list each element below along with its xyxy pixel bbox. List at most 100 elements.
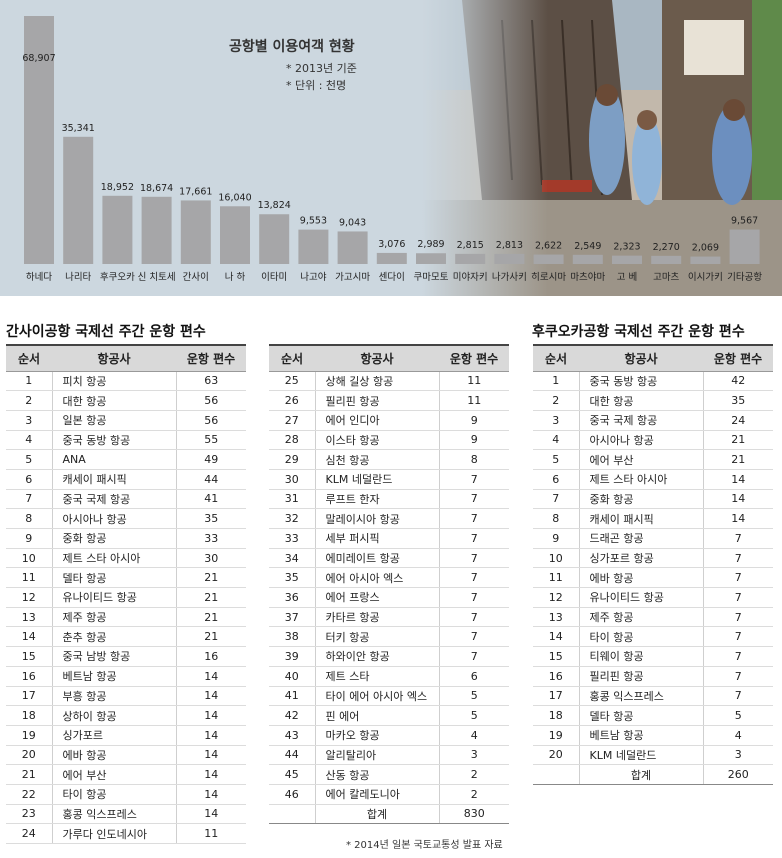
airline-cell: 에바 항공 — [51, 745, 177, 766]
category-label: 히로시마 — [531, 272, 566, 283]
table-row: 4 중국 동방 항공 55 — [6, 430, 246, 451]
airline-cell: 하와이안 항공 — [314, 646, 440, 667]
table-row: 12 유나이티드 항공 7 — [533, 587, 773, 608]
flights-cell: 7 — [703, 528, 773, 549]
flights-cell: 7 — [439, 567, 509, 589]
airline-cell: 델타 항공 — [51, 567, 177, 589]
rank-cell: 27 — [269, 410, 315, 431]
flights-cell: 21 — [176, 567, 246, 589]
value-label: 2,549 — [574, 241, 601, 252]
flights-cell: 41 — [176, 489, 246, 510]
airline-cell: 유나이티드 항공 — [51, 587, 177, 608]
rank-cell: 9 — [6, 528, 52, 549]
flights-cell: 7 — [703, 548, 773, 569]
airline-cell: 핀 에어 — [314, 705, 440, 726]
rank-cell: 8 — [6, 508, 52, 529]
rank-cell: 3 — [533, 410, 579, 431]
bar — [63, 136, 94, 264]
bar — [533, 254, 564, 264]
category-label: 간사이 — [183, 272, 209, 283]
airline-cell: 베트남 항공 — [578, 725, 704, 746]
airline-cell: 홍콩 익스프레스 — [578, 686, 704, 707]
rank-cell: 33 — [269, 528, 315, 549]
flights-cell: 21 — [176, 626, 246, 648]
rank-cell: 4 — [533, 430, 579, 451]
flights-cell: 9 — [439, 430, 509, 451]
header-airline: 항공사 — [315, 344, 439, 372]
flights-cell: 14 — [176, 666, 246, 687]
rank-cell: 7 — [533, 489, 579, 510]
flights-cell: 7 — [703, 587, 773, 608]
value-label: 2,622 — [535, 241, 562, 252]
table-row: 7 중국 국제 항공 41 — [6, 489, 246, 510]
header-flights: 운항 편수 — [703, 344, 773, 372]
flights-cell: 56 — [176, 410, 246, 431]
rank-cell: 31 — [269, 489, 315, 510]
flights-cell: 9 — [439, 410, 509, 431]
table-row: 11 델타 항공 21 — [6, 567, 246, 589]
airline-cell: 카타르 항공 — [314, 607, 440, 628]
flights-cell: 24 — [703, 410, 773, 431]
flights-cell: 33 — [176, 528, 246, 549]
airline-cell: 중국 국제 항공 — [51, 489, 177, 510]
header-rank: 순서 — [6, 344, 52, 372]
table-row: 8 캐세이 패시픽 14 — [533, 508, 773, 529]
table-row: 15 중국 남방 항공 16 — [6, 646, 246, 667]
flights-cell: 5 — [439, 705, 509, 726]
rank-cell: 1 — [533, 371, 579, 392]
table-row: 33 세부 퍼시픽 7 — [269, 528, 509, 549]
airline-cell: 싱가포르 — [51, 725, 177, 746]
header-airline: 항공사 — [52, 344, 176, 372]
rank-cell: 38 — [269, 626, 315, 648]
rank-cell: 14 — [6, 626, 52, 648]
table-row: 1 피치 항공 63 — [6, 371, 246, 392]
rank-cell: 15 — [6, 646, 52, 667]
flights-cell: 14 — [703, 469, 773, 490]
rank-cell: 37 — [269, 607, 315, 628]
table-row: 3 중국 국제 항공 24 — [533, 410, 773, 431]
rank-cell: 34 — [269, 548, 315, 569]
value-label: 2,813 — [496, 240, 523, 251]
header-flights: 운항 편수 — [176, 344, 246, 372]
airline-cell: KLM 네덜란드 — [578, 745, 704, 766]
table-row: 42 핀 에어 5 — [269, 705, 509, 726]
airline-cell: 타이 에어 아시아 엑스 — [314, 686, 440, 707]
airline-cell: 가루다 인도네시아 — [51, 823, 177, 844]
rank-cell: 6 — [533, 469, 579, 490]
bar — [494, 253, 525, 264]
value-label: 2,815 — [457, 240, 484, 251]
table-row: 34 에미레이트 항공 7 — [269, 548, 509, 569]
bar — [651, 255, 682, 264]
flights-cell: 7 — [439, 469, 509, 490]
airline-cell: 터키 항공 — [314, 626, 440, 648]
table-row: 30 KLM 네덜란드 7 — [269, 469, 509, 490]
rank-cell: 17 — [533, 686, 579, 707]
kansai-table-title: 간사이공항 국제선 주간 운항 편수 — [6, 324, 206, 340]
rank-cell: 14 — [533, 626, 579, 648]
table-row: 1 중국 동방 항공 42 — [533, 371, 773, 392]
airline-cell: 싱가포르 항공 — [578, 548, 704, 569]
table-row: 6 제트 스타 아시아 14 — [533, 469, 773, 490]
flights-cell: 63 — [176, 371, 246, 392]
rank-cell: 26 — [269, 390, 315, 411]
flights-cell: 5 — [703, 705, 773, 726]
airline-cell: 아시아나 항공 — [51, 508, 177, 529]
rank-cell: 10 — [6, 548, 52, 569]
rank-cell: 4 — [6, 430, 52, 451]
table-row: 14 타이 항공 7 — [533, 626, 773, 648]
airline-cell: 루프트 한자 — [314, 489, 440, 510]
table-row: 13 제주 항공 21 — [6, 607, 246, 628]
value-label: 2,069 — [692, 243, 719, 254]
rank-cell: 11 — [6, 567, 52, 589]
airline-cell: 에어 프랑스 — [314, 587, 440, 608]
airline-cell: 상하이 항공 — [51, 705, 177, 726]
airline-cell: 제트 스타 아시아 — [578, 469, 704, 490]
flights-cell: 8 — [439, 449, 509, 470]
airline-cell: 부흥 항공 — [51, 686, 177, 707]
flights-cell: 7 — [703, 686, 773, 707]
value-label: 2,270 — [653, 242, 680, 253]
value-label: 13,824 — [258, 200, 291, 211]
value-label: 18,674 — [140, 183, 173, 194]
rank-cell: 11 — [533, 567, 579, 589]
airline-cell: 필리핀 항공 — [578, 666, 704, 687]
